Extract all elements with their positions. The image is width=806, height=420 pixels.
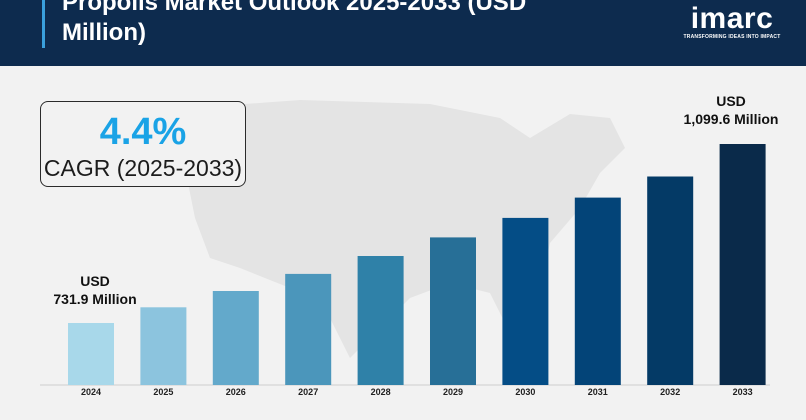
x-tick-label-2033: 2033 — [733, 387, 753, 397]
x-tick-label-2031: 2031 — [588, 387, 608, 397]
x-tick-label-2032: 2032 — [660, 387, 680, 397]
x-tick-label-2024: 2024 — [81, 387, 101, 397]
bar-2031 — [575, 198, 621, 385]
x-tick-label-2029: 2029 — [443, 387, 463, 397]
bar-2024 — [68, 323, 114, 385]
bar-2032 — [647, 177, 693, 386]
bar-2029 — [430, 237, 476, 385]
bar-2026 — [213, 291, 259, 385]
bar-2028 — [358, 256, 404, 385]
x-tick-label-2026: 2026 — [226, 387, 246, 397]
x-tick-label-2030: 2030 — [515, 387, 535, 397]
bar-2025 — [140, 307, 186, 385]
x-tick-label-2028: 2028 — [371, 387, 391, 397]
bar-2030 — [502, 218, 548, 385]
bar-2027 — [285, 274, 331, 385]
x-tick-label-2027: 2027 — [298, 387, 318, 397]
x-tick-label-2025: 2025 — [153, 387, 173, 397]
bar-2033 — [720, 144, 766, 385]
